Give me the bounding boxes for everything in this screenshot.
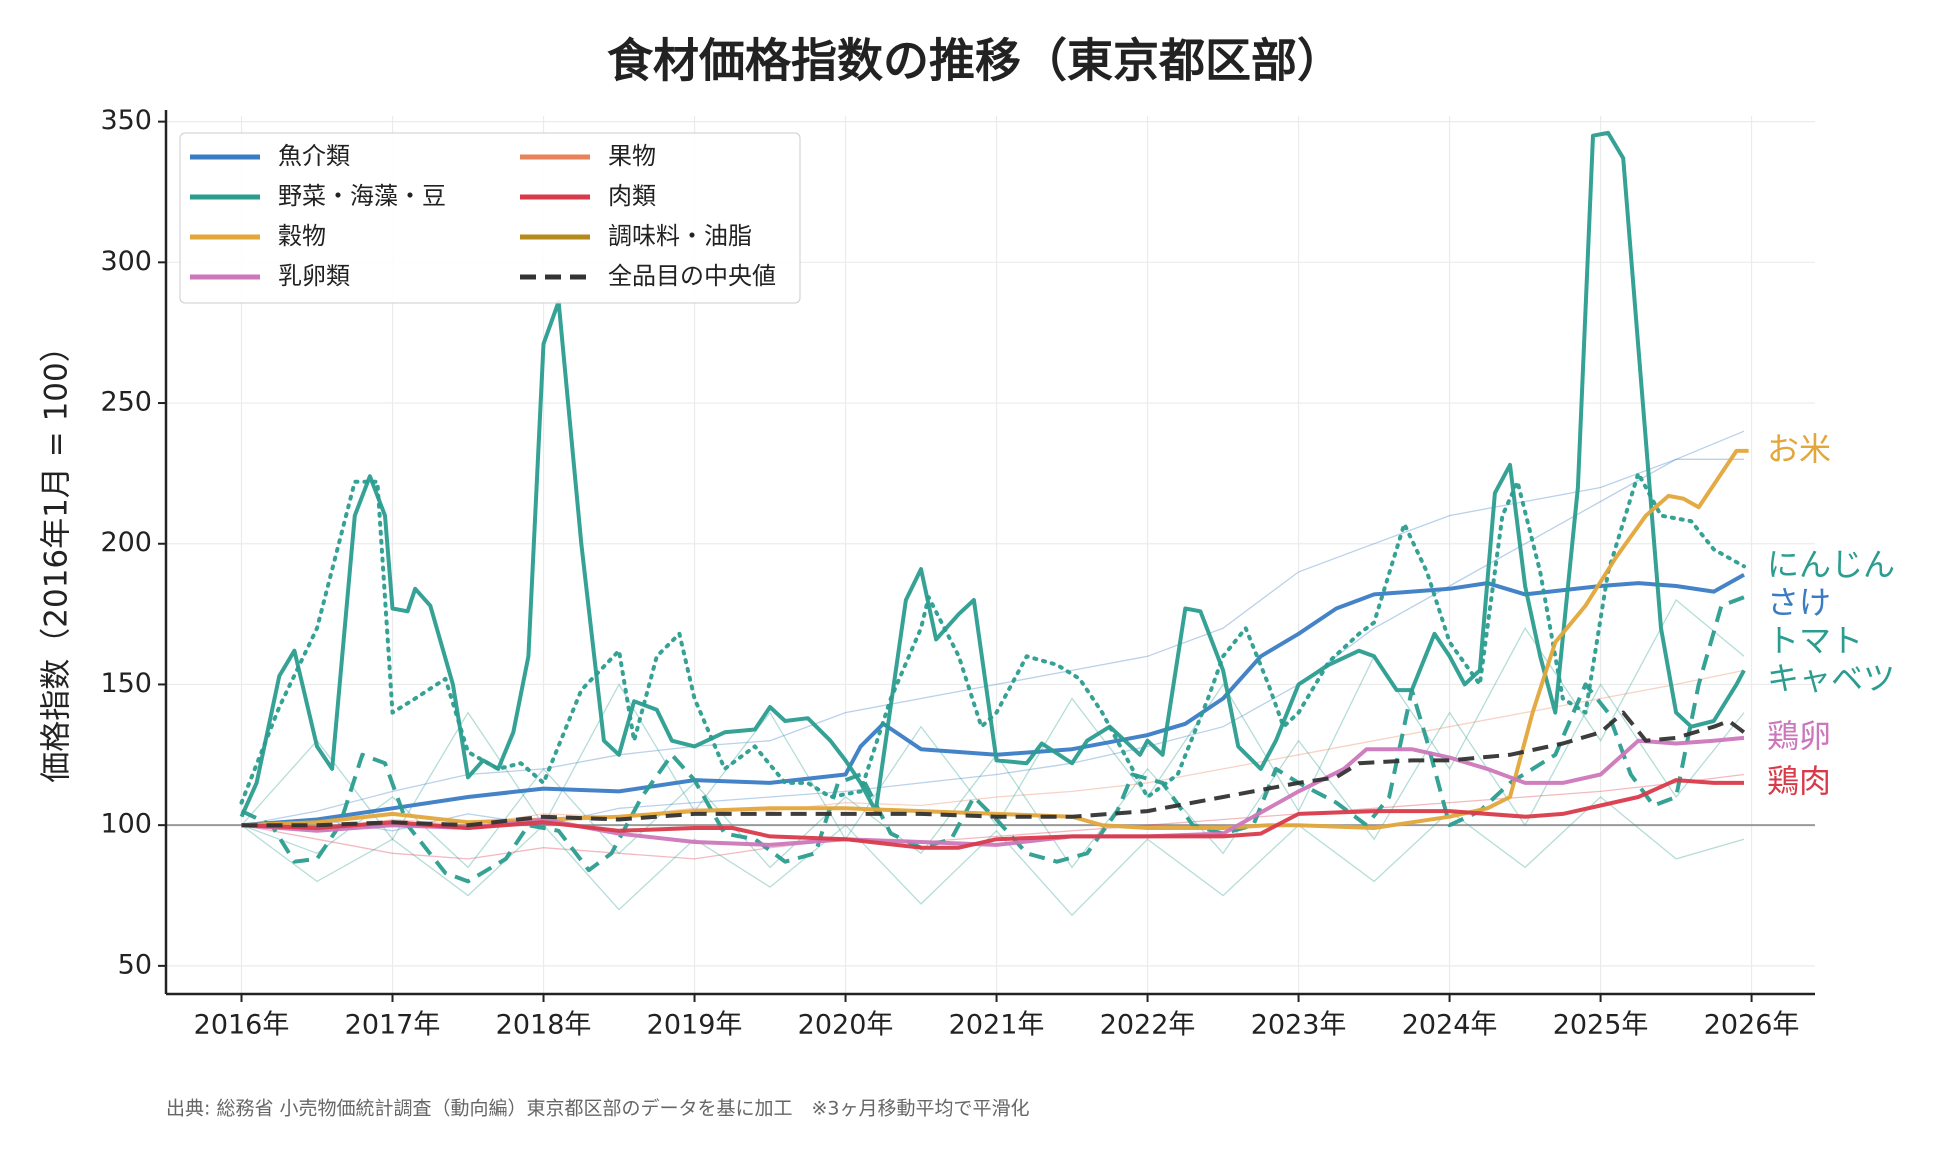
legend-label: 魚介類	[278, 142, 350, 170]
x-tick-label: 2018年	[496, 1010, 592, 1041]
series-line	[241, 448, 1749, 830]
series-line	[241, 710, 1746, 828]
background-line	[241, 458, 1744, 832]
x-tick-label: 2023年	[1251, 1010, 1347, 1041]
series-line	[239, 471, 1746, 805]
x-tick-label: 2025年	[1553, 1010, 1649, 1041]
y-tick-label: 50	[118, 949, 152, 980]
y-tick-label: 100	[100, 809, 152, 840]
x-tick-label: 2024年	[1402, 1010, 1498, 1041]
plot-area	[239, 130, 1749, 917]
end-label: トマト	[1767, 621, 1863, 659]
end-label: にんじん	[1767, 545, 1895, 583]
x-tick-label: 2020年	[798, 1010, 894, 1041]
legend-label: 穀物	[278, 222, 326, 250]
legend-label: 全品目の中央値	[608, 262, 776, 290]
footnote: 出典: 総務省 小売物価統計調査（動向編）東京都区部のデータを基に加工 ※3ヶ月…	[166, 1098, 1030, 1120]
background-line	[241, 796, 1745, 917]
series-line	[241, 572, 1745, 828]
legend-label: 乳卵類	[278, 262, 350, 290]
legend-label: 野菜・海藻・豆	[278, 182, 446, 210]
x-tick-label: 2017年	[345, 1010, 441, 1041]
x-tick-label: 2016年	[194, 1010, 290, 1041]
background-line	[241, 430, 1745, 826]
series-line	[239, 130, 1746, 818]
background-line	[241, 669, 1745, 832]
y-tick-label: 200	[100, 527, 152, 558]
chart-title: 食材価格指数の推移（東京都区部）	[607, 34, 1343, 88]
y-tick-label: 300	[100, 246, 152, 277]
end-label: さけ	[1767, 583, 1831, 621]
series-line	[241, 778, 1744, 850]
end-label: 鶏卵	[1767, 717, 1831, 755]
legend-label: 果物	[608, 142, 656, 170]
background-line	[241, 773, 1745, 860]
x-tick-label: 2026年	[1704, 1010, 1800, 1041]
legend-label: 調味料・油脂	[608, 222, 752, 250]
series-line	[240, 595, 1745, 884]
y-tick-label: 250	[100, 387, 152, 418]
legend-label: 肉類	[608, 182, 656, 210]
y-axis-label: 価格指数（2016年1月 = 100）	[39, 331, 75, 782]
background-line	[241, 598, 1745, 841]
end-label: キャベツ	[1767, 659, 1895, 697]
end-label: お米	[1767, 430, 1831, 468]
legend-box	[179, 132, 801, 304]
x-tick-label: 2019年	[647, 1010, 743, 1041]
y-tick-label: 150	[100, 668, 152, 699]
end-label: 鶏肉	[1767, 762, 1831, 800]
x-tick-label: 2022年	[1100, 1010, 1196, 1041]
x-tick-label: 2021年	[949, 1010, 1045, 1041]
y-tick-label: 350	[100, 105, 152, 136]
